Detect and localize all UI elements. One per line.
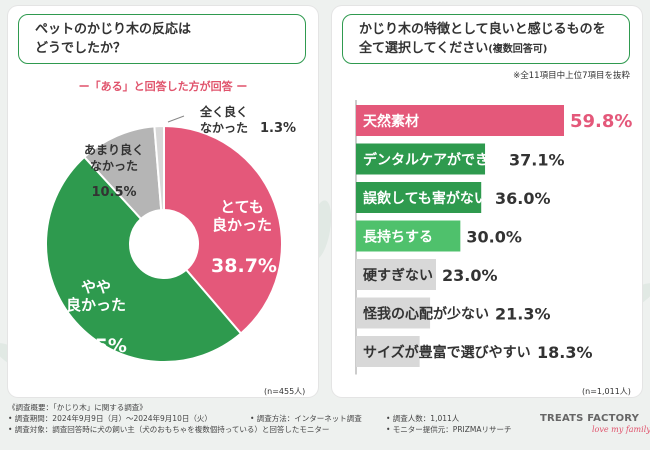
- pie-label-0: とても良かった: [212, 198, 272, 234]
- bar-5: [356, 297, 431, 329]
- left-panel: ペットのかじり木の反応は どうでしたか？ ー「ある」と回答した方が回答 ー とて…: [8, 6, 318, 397]
- pie-value-2: 10.5%: [91, 185, 136, 200]
- right-question-box: かじり木の特徴として良いと感じるものを 全て選択してください(複数回答可): [342, 14, 630, 64]
- footer-title: 《調査概要：「かじり木」に関する調査》: [8, 403, 147, 412]
- pie-value-1: 49.5%: [61, 335, 127, 357]
- left-question: ペットのかじり木の反応は どうでしたか？: [35, 20, 295, 58]
- right-note: ※全11項目中上位7項目を抜粋: [513, 71, 630, 81]
- pie-slice-3: [153, 124, 165, 212]
- pie-chart: とても良かった 38.7% やや良かった 49.5% あまり良くなかった 10.5% 全く良…: [45, 104, 296, 363]
- left-sample-size: (n=455人): [264, 387, 306, 396]
- footer-period: • 調査期間：2024年9月9日（月）～2024年9月10日（火）: [8, 414, 212, 423]
- bar-value-1: 37.1%: [509, 151, 565, 170]
- bar-label-0: 天然素材: [363, 113, 419, 130]
- bar-label-1: デンタルケアができる: [363, 152, 503, 169]
- bar-label-4: 硬すぎない: [363, 267, 433, 284]
- bar-label-3: 長持ちする: [363, 229, 433, 246]
- bar-value-3: 30.0%: [466, 228, 522, 247]
- right-question-line1: かじり木の特徴として良いと感じるものを: [359, 22, 606, 37]
- bar-value-2: 36.0%: [495, 189, 551, 208]
- bar-0: [356, 105, 564, 136]
- bar-label-6: サイズが豊富で選びやすい: [363, 344, 531, 361]
- pie-leader-line: [167, 115, 185, 123]
- bar-value-6: 18.3%: [537, 343, 593, 362]
- bar-2: [356, 182, 482, 213]
- pie-label-2: あまり良くなかった: [84, 142, 144, 173]
- bar-6: [356, 336, 420, 367]
- bar-label-2: 誤飲しても害がない: [363, 190, 488, 207]
- right-sample-size: (n=1,011人): [582, 387, 631, 396]
- footer-provider: • モニター提供元：PRIZMAリサーチ: [386, 425, 512, 434]
- pie-label-3: 全く良くなかった: [199, 104, 248, 135]
- left-question-line2: どうでしたか？: [35, 41, 127, 56]
- bar-1: [356, 143, 486, 175]
- bar-label-5: 怪我の心配が少ない: [363, 306, 489, 323]
- right-panel: かじり木の特徴として良いと感じるものを 全て選択してください(複数回答可) ※全…: [332, 6, 642, 397]
- right-question-line2: 全て選択してください: [359, 41, 489, 56]
- pie-slice-1: [45, 155, 243, 363]
- bar-chart: 天然素材 59.8% デンタルケアができる 37.1% 誤飲しても害がない 36.0% 長持…: [355, 100, 632, 375]
- brand-name: TREATS FACTORY: [540, 413, 640, 424]
- bar-3: [356, 220, 461, 252]
- right-question-suffix: (複数回答可): [488, 44, 548, 55]
- bar-4: [356, 259, 436, 290]
- pie-value-0: 38.7%: [211, 255, 277, 277]
- pie-label-1: やや良かった: [66, 278, 126, 314]
- footer-method: • 調査方法：インターネット調査: [250, 414, 362, 423]
- left-question-line1: ペットのかじり木の反応は: [35, 22, 192, 37]
- footer-count: • 調査人数：1,011人: [386, 414, 460, 423]
- survey-footer: 《調査概要：「かじり木」に関する調査》 • 調査期間：2024年9月9日（月）～…: [8, 402, 512, 435]
- bar-value-5: 21.3%: [495, 305, 551, 324]
- left-question-box: ペットのかじり木の反応は どうでしたか？: [18, 14, 306, 64]
- bar-value-4: 23.0%: [442, 266, 498, 285]
- footer-target: • 調査対象：調査回答時に犬の飼い主（犬のおもちゃを複数個持っている）と回答した…: [8, 425, 330, 434]
- pie-value-3: 1.3%: [260, 121, 296, 136]
- brand-tagline: love my family: [592, 425, 650, 434]
- right-question: かじり木の特徴として良いと感じるものを 全て選択してください(複数回答可): [359, 20, 619, 59]
- pie-slice-0: [163, 124, 283, 335]
- left-subtitle: ー「ある」と回答した方が回答 ー: [78, 80, 248, 93]
- brand-logo: TREATS FACTORY love my family: [540, 413, 650, 434]
- bar-value-0: 59.8%: [570, 111, 632, 132]
